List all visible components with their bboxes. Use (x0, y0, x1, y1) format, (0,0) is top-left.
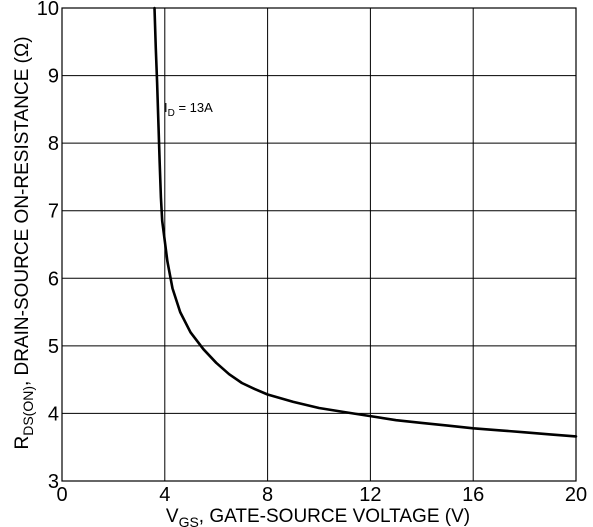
x-axis-title-main: V (166, 506, 179, 527)
y-axis-title-main: R (12, 436, 33, 450)
y-tick-label: 7 (48, 201, 59, 223)
x-axis-title: VGS, GATE-SOURCE VOLTAGE (V) (166, 506, 470, 527)
plot-frame (61, 7, 577, 482)
y-tick-label: 8 (48, 133, 59, 155)
y-tick-label: 4 (48, 403, 59, 425)
y-tick-label: 6 (48, 268, 59, 290)
x-tick-labels: 0 4 8 12 16 20 (56, 484, 587, 506)
x-tick-label: 20 (565, 484, 587, 506)
y-tick-label: 5 (48, 336, 59, 358)
y-tick-label: 9 (48, 66, 59, 88)
y-axis-title-rest: , DRAIN-SOURCE ON-RESISTANCE (Ω) (12, 36, 33, 386)
x-axis-title-sub: GS (179, 514, 199, 527)
x-tick-label: 12 (359, 484, 381, 506)
x-tick-label: 8 (262, 484, 273, 506)
grid (61, 7, 577, 482)
series-label-rest: = 13A (175, 100, 213, 115)
series-line-0 (153, 6, 578, 438)
series-label-main: I (164, 100, 168, 115)
x-tick-label: 0 (56, 484, 67, 506)
curve-layer (153, 6, 578, 438)
x-tick-label: 4 (159, 484, 170, 506)
x-axis-title-rest: , GATE-SOURCE VOLTAGE (V) (199, 506, 470, 527)
y-axis-title: RDS(ON), DRAIN-SOURCE ON-RESISTANCE (Ω) (12, 36, 36, 449)
series-label-sub: D (168, 108, 175, 119)
x-tick-label: 16 (462, 484, 484, 506)
y-tick-label: 10 (37, 0, 59, 20)
y-axis-title-sub: DS(ON) (20, 386, 36, 436)
y-tick-labels: 3 4 5 6 7 8 9 10 (37, 0, 59, 493)
y-tick-label: 3 (48, 471, 59, 493)
series-label: ID = 13A (164, 100, 213, 119)
